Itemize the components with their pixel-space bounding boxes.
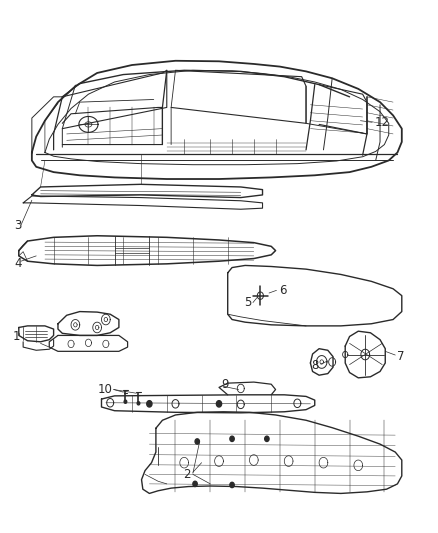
Text: 12: 12 [375, 116, 390, 129]
Text: 5: 5 [244, 296, 252, 309]
Text: 9: 9 [221, 378, 229, 391]
Text: 10: 10 [98, 383, 113, 396]
Polygon shape [265, 436, 269, 441]
Text: 4: 4 [14, 257, 22, 270]
Polygon shape [137, 402, 140, 405]
Polygon shape [216, 401, 222, 407]
Text: 8: 8 [312, 359, 319, 372]
Polygon shape [193, 481, 197, 487]
Text: 2: 2 [183, 468, 191, 481]
Polygon shape [124, 400, 127, 403]
Polygon shape [195, 439, 199, 444]
Text: 3: 3 [14, 219, 22, 232]
Polygon shape [230, 436, 234, 441]
Polygon shape [230, 482, 234, 488]
Text: 6: 6 [279, 284, 286, 297]
Text: 1: 1 [12, 330, 20, 343]
Polygon shape [147, 401, 152, 407]
Text: 7: 7 [397, 350, 405, 363]
